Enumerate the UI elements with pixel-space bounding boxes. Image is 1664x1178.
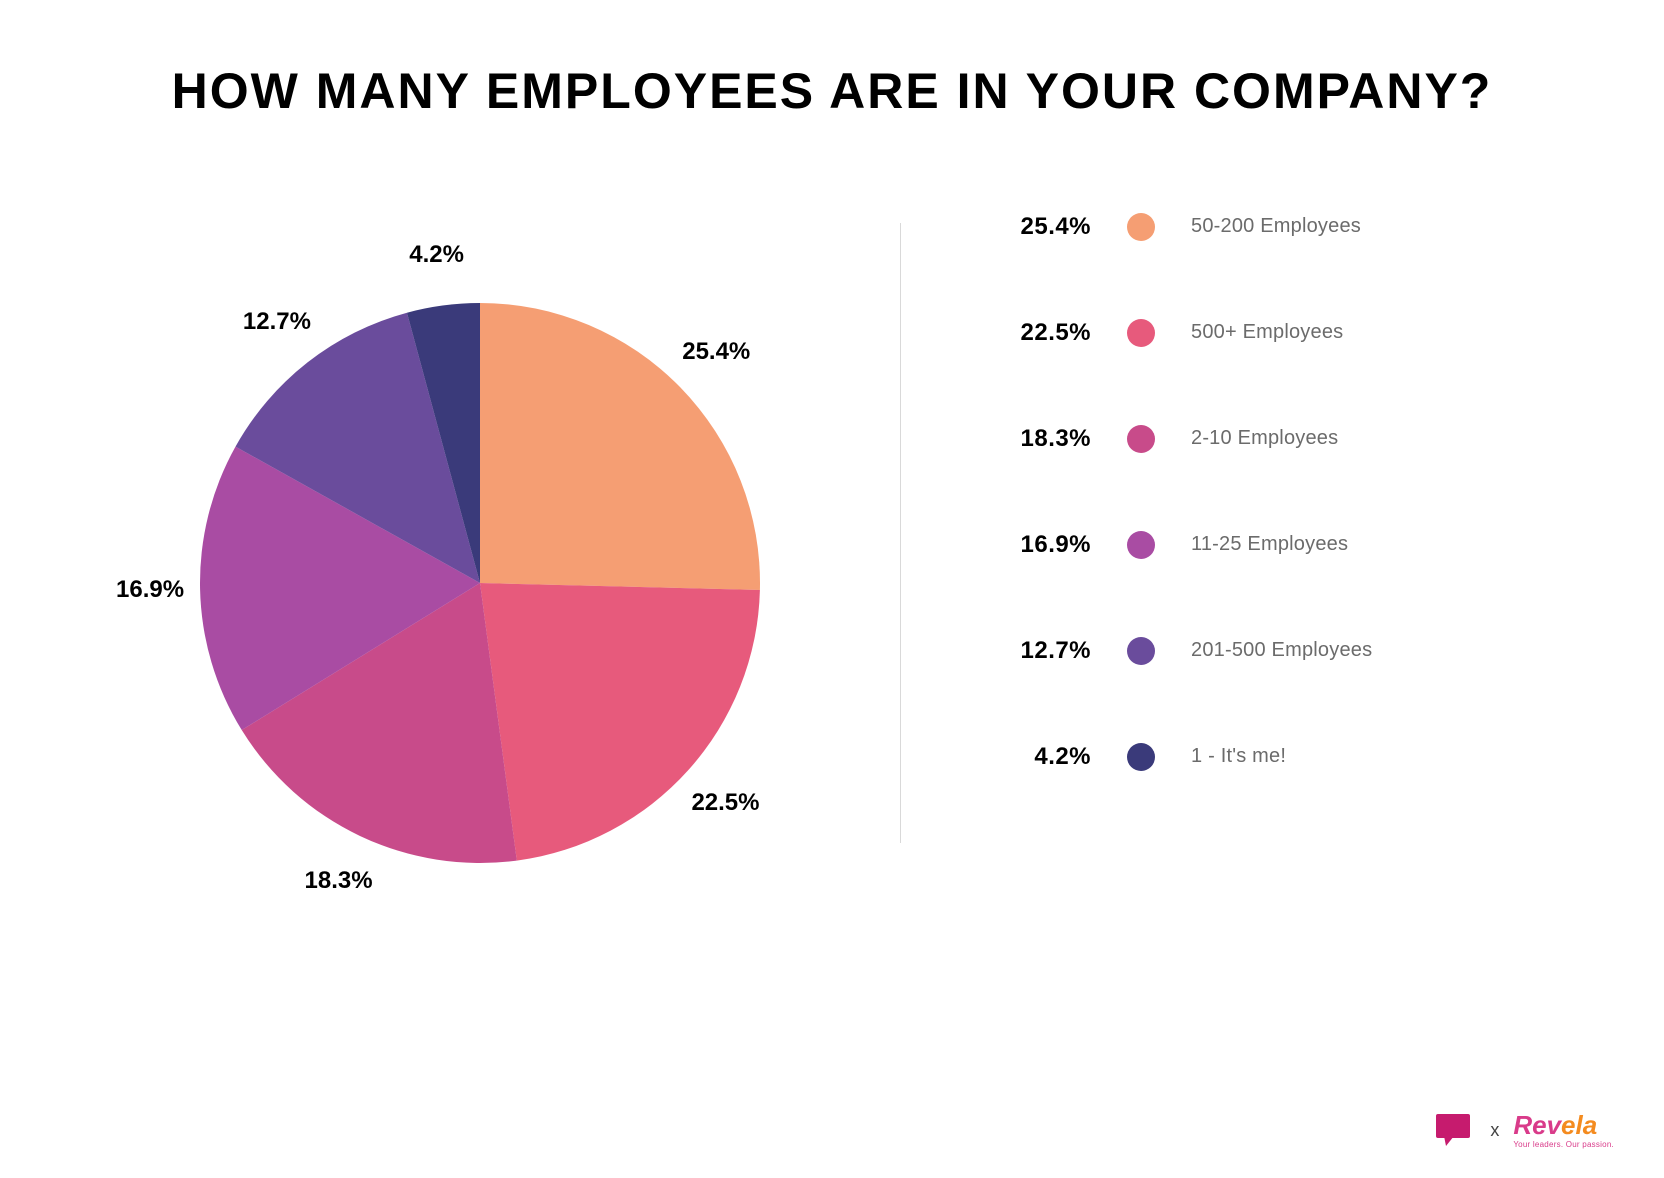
footer-x-label: x: [1490, 1120, 1499, 1141]
legend-percent: 4.2%: [961, 743, 1091, 771]
legend: 25.4% 50-200 Employees 22.5% 500+ Employees…: [961, 183, 1584, 963]
content-row: 25.4% 22.5% 18.3% 16.9% 12.7% 4.2% 25.4% 50-20…: [0, 183, 1664, 963]
slice-label: 18.3%: [305, 867, 373, 895]
brand-revela: Revela Your leaders. Our passion.: [1513, 1112, 1614, 1149]
legend-swatch: [1127, 743, 1155, 771]
pie-slice: [480, 583, 760, 861]
legend-row: 18.3% 2-10 Employees: [961, 425, 1584, 453]
legend-row: 4.2% 1 - It's me!: [961, 743, 1584, 771]
legend-percent: 18.3%: [961, 425, 1091, 453]
pie-svg: [80, 183, 860, 963]
legend-swatch: [1127, 213, 1155, 241]
legend-swatch: [1127, 319, 1155, 347]
brand-revela-tagline: Your leaders. Our passion.: [1513, 1140, 1614, 1149]
legend-label: 11-25 Employees: [1191, 533, 1348, 556]
legend-label: 201-500 Employees: [1191, 639, 1372, 662]
footer-brands: x Revela Your leaders. Our passion.: [1432, 1110, 1614, 1150]
brand-revela-name: Revela: [1513, 1112, 1597, 1138]
legend-label: 500+ Employees: [1191, 321, 1343, 344]
legend-swatch: [1127, 637, 1155, 665]
legend-percent: 16.9%: [961, 531, 1091, 559]
legend-percent: 25.4%: [961, 213, 1091, 241]
vertical-divider: [900, 223, 901, 843]
legend-swatch: [1127, 425, 1155, 453]
legend-row: 12.7% 201-500 Employees: [961, 637, 1584, 665]
slice-label: 12.7%: [243, 308, 311, 336]
slice-label: 22.5%: [691, 789, 759, 817]
slice-label: 4.2%: [409, 241, 464, 269]
legend-label: 1 - It's me!: [1191, 745, 1286, 768]
legend-percent: 22.5%: [961, 319, 1091, 347]
slice-label: 16.9%: [116, 576, 184, 604]
legend-label: 50-200 Employees: [1191, 215, 1361, 238]
legend-swatch: [1127, 531, 1155, 559]
legend-row: 22.5% 500+ Employees: [961, 319, 1584, 347]
slice-label: 25.4%: [682, 338, 750, 366]
legend-row: 16.9% 11-25 Employees: [961, 531, 1584, 559]
legend-row: 25.4% 50-200 Employees: [961, 213, 1584, 241]
legend-label: 2-10 Employees: [1191, 427, 1338, 450]
speech-bubble-icon: [1432, 1110, 1476, 1150]
pie-chart: 25.4% 22.5% 18.3% 16.9% 12.7% 4.2%: [80, 183, 860, 963]
legend-percent: 12.7%: [961, 637, 1091, 665]
page-title: HOW MANY EMPLOYEES ARE IN YOUR COMPANY?: [0, 0, 1664, 123]
